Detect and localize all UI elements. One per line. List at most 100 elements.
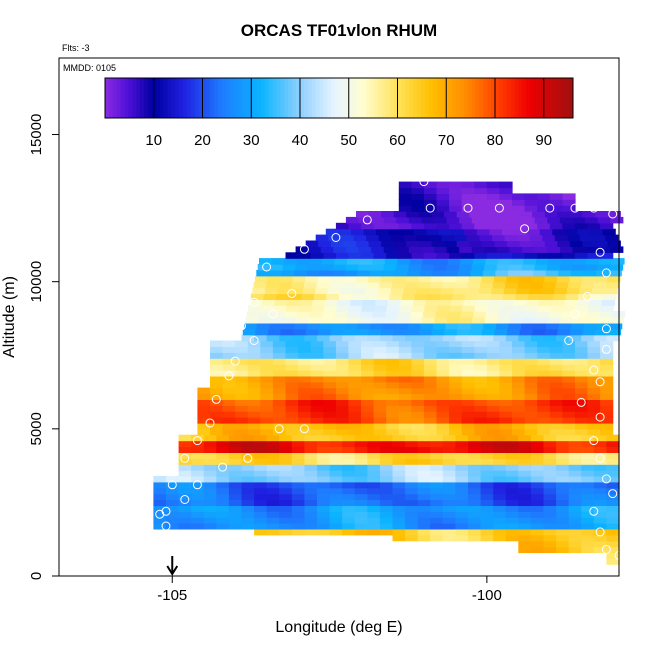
heatmap-cell: [461, 428, 475, 436]
heatmap-cell: [304, 452, 318, 459]
heatmap-cell: [347, 311, 361, 318]
heatmap-cell: [304, 505, 318, 512]
heatmap-cell: [354, 458, 368, 465]
heatmap-cell: [398, 405, 412, 412]
heatmap-cell: [568, 511, 582, 518]
heatmap-cell: [543, 528, 557, 536]
heatmap-cell: [537, 346, 551, 353]
heatmap-cell: [468, 446, 482, 453]
heatmap-cell: [291, 505, 305, 512]
heatmap-cell: [562, 399, 576, 406]
heatmap-cell: [266, 493, 280, 501]
heatmap-cell: [379, 517, 394, 524]
heatmap-cell: [607, 211, 621, 218]
heatmap-cell: [342, 334, 356, 342]
heatmap-cell: [568, 523, 582, 530]
heatmap-cell: [228, 499, 243, 506]
heatmap-cell: [354, 528, 368, 536]
heatmap-cell: [480, 470, 494, 477]
heatmap-cell: [600, 399, 614, 406]
heatmap-cell: [449, 417, 463, 424]
heatmap-cell: [375, 299, 389, 306]
heatmap-cell: [455, 517, 469, 524]
heatmap-cell: [543, 511, 557, 518]
heatmap-cell: [260, 305, 274, 312]
heatmap-cell: [441, 234, 455, 242]
heatmap-cell: [549, 405, 563, 412]
heatmap-cell: [322, 311, 336, 318]
heatmap-cell: [335, 252, 350, 259]
heatmap-cell: [166, 517, 180, 524]
heatmap-cell: [552, 293, 567, 300]
heatmap-cell: [505, 464, 519, 471]
heatmap-cell: [557, 275, 571, 283]
observation-point: [595, 412, 605, 422]
heatmap-cell: [455, 505, 469, 512]
heatmap-cell: [423, 187, 438, 194]
heatmap-cell: [235, 393, 249, 400]
heatmap-cell: [430, 440, 444, 448]
heatmap-cell: [279, 452, 293, 459]
colorbar-swatch: [397, 78, 402, 118]
heatmap-cell: [216, 505, 230, 512]
heatmap-cell: [606, 505, 620, 512]
heatmap-cell: [499, 405, 513, 412]
heatmap-cell: [361, 305, 375, 312]
heatmap-cell: [445, 269, 459, 277]
heatmap-cell: [486, 370, 501, 377]
heatmap-cell: [499, 375, 513, 383]
heatmap-cell: [361, 358, 375, 365]
heatmap-cell: [241, 434, 255, 442]
heatmap-cell: [606, 511, 620, 518]
heatmap-cell: [280, 328, 294, 336]
observation-point: [425, 203, 435, 213]
heatmap-cell: [178, 434, 192, 442]
heatmap-cell: [191, 523, 205, 530]
heatmap-cell: [392, 434, 406, 442]
heatmap-cell: [562, 205, 576, 212]
heatmap-cell: [581, 517, 595, 524]
heatmap-cell: [512, 417, 526, 424]
heatmap-cell: [295, 246, 309, 253]
heatmap-cell: [396, 264, 410, 271]
heatmap-cell: [565, 293, 579, 300]
heatmap-cell: [522, 317, 536, 324]
heatmap-cell: [486, 411, 501, 418]
observation-point: [601, 545, 611, 554]
heatmap-cell: [606, 434, 620, 442]
heatmap-cell: [256, 269, 270, 277]
heatmap-cell: [228, 446, 243, 453]
heatmap-cell: [430, 511, 444, 518]
heatmap-cell: [556, 475, 570, 483]
heatmap-cell: [359, 258, 373, 265]
heatmap-cell: [235, 358, 249, 365]
heatmap-cell: [430, 475, 444, 483]
heatmap-cell: [367, 499, 381, 506]
heatmap-cell: [417, 534, 431, 542]
heatmap-cell: [581, 505, 595, 512]
heatmap-cell: [436, 417, 450, 424]
heatmap-cell: [260, 352, 274, 359]
heatmap-cell: [153, 499, 167, 506]
heatmap-cell: [505, 446, 519, 453]
heatmap-cell: [298, 375, 312, 383]
heatmap-cell: [449, 381, 463, 389]
heatmap-cell: [535, 317, 549, 324]
heatmap-cell: [335, 352, 350, 359]
colorbar-swatch: [502, 78, 508, 118]
colorbar-swatch: [105, 78, 110, 118]
heatmap-cell: [524, 375, 538, 383]
heatmap-cell: [417, 458, 431, 465]
heatmap-cell: [411, 222, 425, 230]
colorbar-swatch: [307, 78, 313, 118]
heatmap-cell: [556, 446, 570, 453]
heatmap-cell: [442, 499, 456, 506]
heatmap-cell: [272, 411, 287, 418]
heatmap-cell: [345, 246, 360, 253]
heatmap-cell: [178, 511, 192, 518]
heatmap-cell: [298, 387, 312, 395]
heatmap-cell: [488, 299, 502, 306]
heatmap-cell: [386, 222, 400, 230]
heatmap-cell: [398, 193, 412, 200]
heatmap-cell: [587, 340, 601, 347]
